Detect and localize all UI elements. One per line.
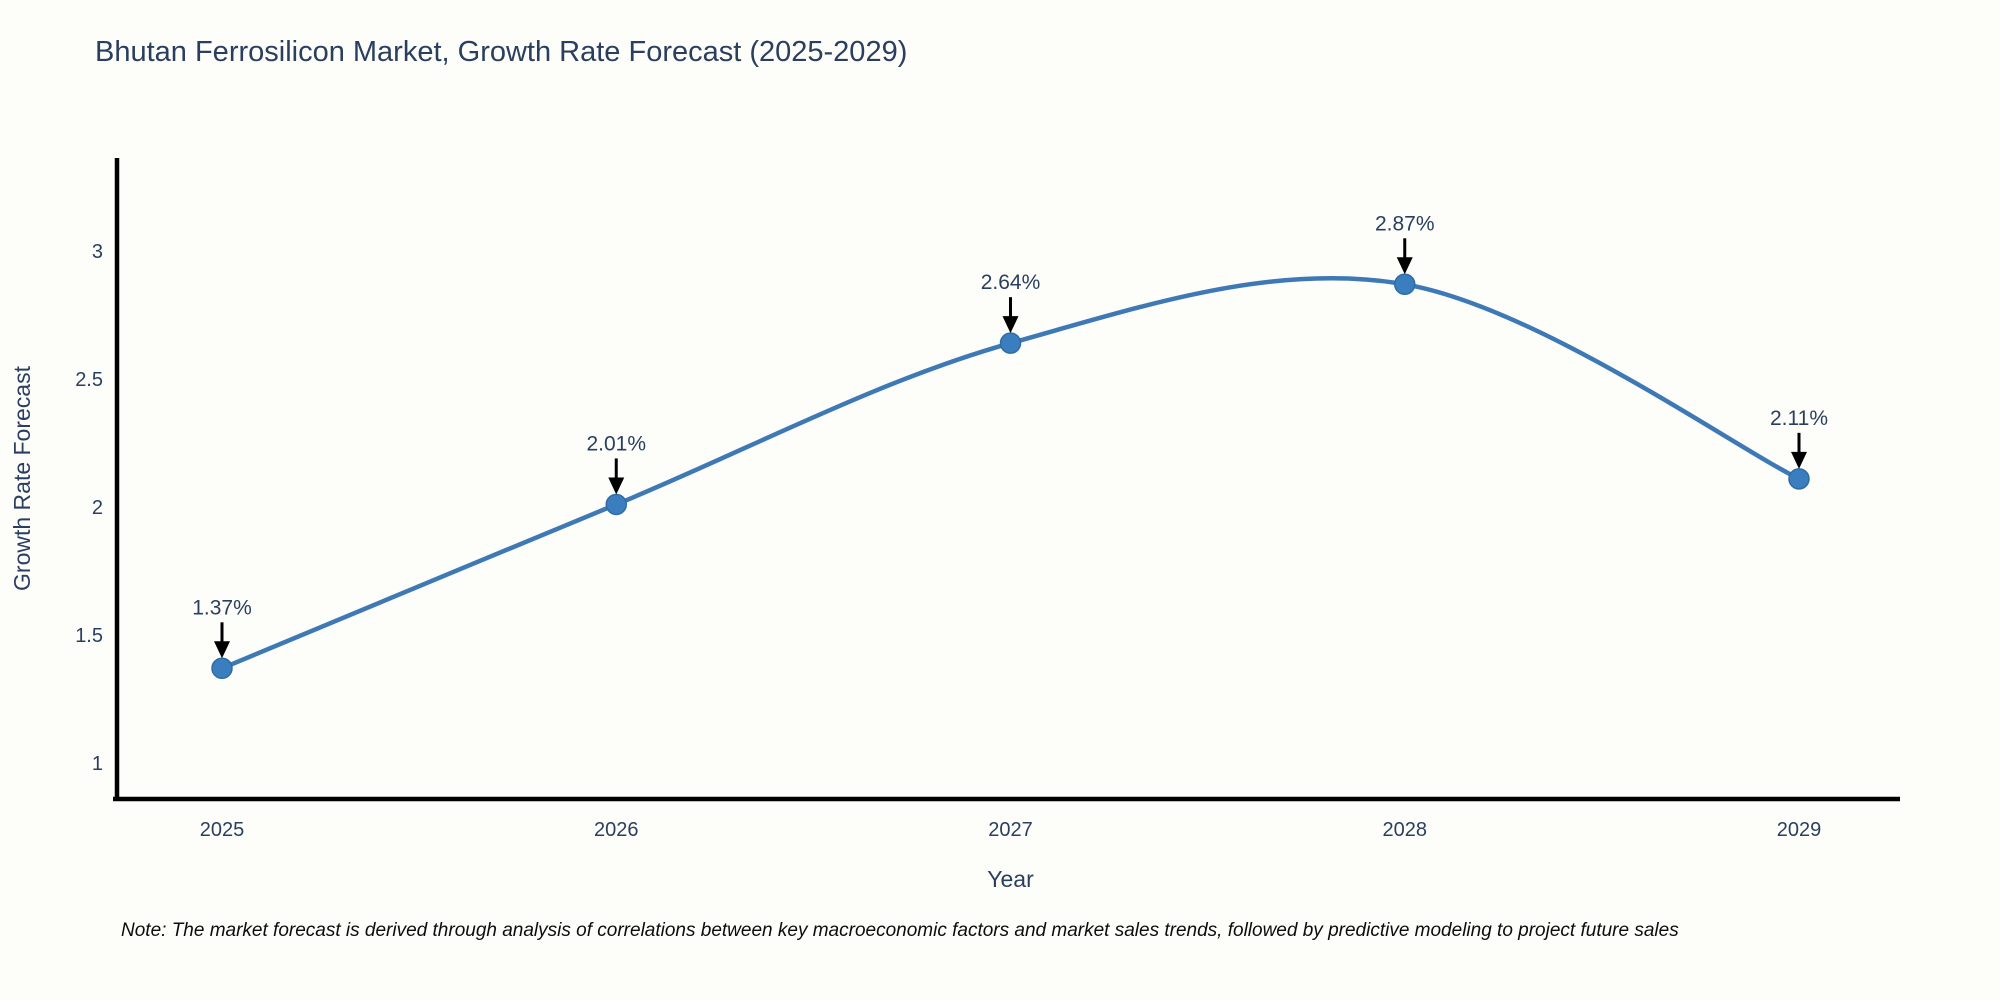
annotation-label-2026: 2.01% — [586, 432, 646, 455]
annotation-arrowhead-2028 — [1396, 257, 1413, 275]
y-tick-label-2.5: 2.5 — [75, 369, 103, 391]
annotation-label-2025: 1.37% — [192, 596, 252, 619]
annotation-arrowhead-2029 — [1791, 451, 1807, 469]
y-axis-title: Growth Rate Forecast — [9, 365, 35, 591]
x-axis-title: Year — [987, 866, 1034, 892]
x-tick-label-2028: 2028 — [1383, 819, 1428, 841]
data-point-2025[interactable] — [211, 657, 233, 680]
x-tick-label-2025: 2025 — [200, 819, 245, 841]
y-tick-label-3: 3 — [92, 241, 103, 263]
annotation-arrowhead-2025 — [214, 641, 230, 659]
x-tick-label-2027: 2027 — [988, 819, 1033, 841]
annotation-label-2027: 2.64% — [981, 271, 1041, 294]
data-point-2027[interactable] — [999, 332, 1022, 354]
annotation-label-2029: 2.11% — [1770, 407, 1828, 430]
chart-title: Bhutan Ferrosilicon Market, Growth Rate … — [95, 36, 908, 68]
data-point-2028[interactable] — [1394, 273, 1416, 296]
annotation-arrowhead-2026 — [608, 477, 625, 495]
data-point-2029[interactable] — [1788, 468, 1810, 490]
x-tick-label-2029: 2029 — [1777, 819, 1822, 841]
data-point-2026[interactable] — [605, 493, 627, 516]
x-tick-label-2026: 2026 — [594, 819, 639, 841]
footnote: Note: The market forecast is derived thr… — [121, 920, 1679, 941]
y-tick-label-1.5: 1.5 — [75, 625, 103, 647]
annotation-arrowhead-2027 — [1002, 316, 1019, 334]
annotation-label-2028: 2.87% — [1375, 212, 1435, 235]
y-tick-label-2: 2 — [92, 497, 103, 519]
y-tick-label-1: 1 — [92, 753, 103, 775]
